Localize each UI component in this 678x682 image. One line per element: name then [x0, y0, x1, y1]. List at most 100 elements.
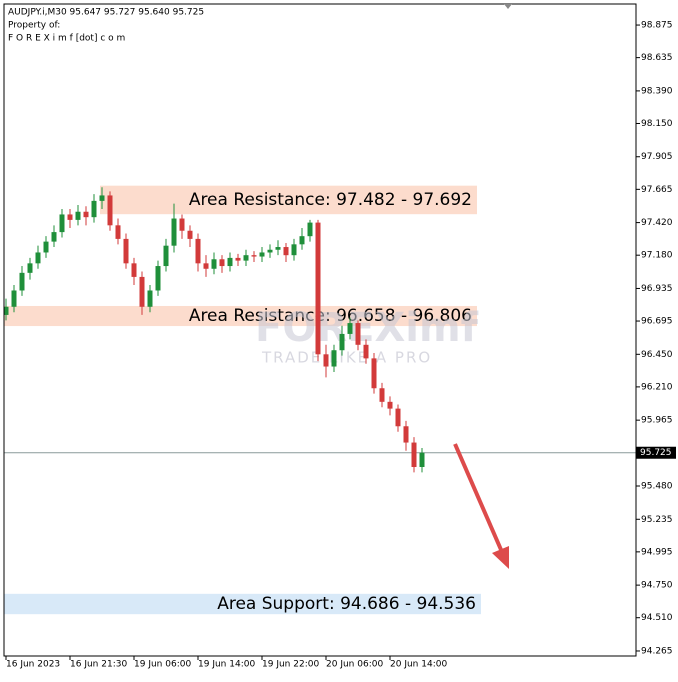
- x-tick-label: 20 Jun 06:00: [326, 660, 383, 670]
- candle-body: [67, 214, 73, 220]
- candle-body: [43, 241, 49, 253]
- candle-body: [307, 222, 313, 237]
- y-tick-label: 98.875: [641, 21, 673, 31]
- candle-body: [419, 452, 425, 467]
- candle-body: [147, 290, 153, 307]
- candle-body: [259, 252, 265, 257]
- y-tick-label: 95.480: [641, 482, 673, 492]
- candle-body: [219, 259, 225, 267]
- candle-body: [403, 426, 409, 443]
- chart-title: AUDJPY.i,M30 95.647 95.727 95.640 95.725: [8, 8, 204, 18]
- candle-body: [331, 350, 337, 367]
- candle-body: [251, 255, 257, 257]
- candle-body: [315, 222, 321, 355]
- candle-body: [291, 244, 297, 256]
- y-tick-label: 95.965: [641, 416, 673, 426]
- candle-body: [355, 323, 361, 345]
- candle-body: [323, 354, 329, 367]
- plot-frame: [3, 3, 637, 657]
- candle-body: [379, 388, 385, 402]
- x-tick-label: 19 Jun 14:00: [198, 660, 255, 670]
- y-tick-label: 98.635: [641, 53, 673, 63]
- watermark: FOREXimf: [255, 305, 479, 351]
- y-tick-label: 97.665: [641, 185, 673, 195]
- x-tick-label: 19 Jun 22:00: [262, 660, 319, 670]
- y-tick-label: 98.390: [641, 86, 673, 96]
- y-tick-label: 95.235: [641, 515, 673, 525]
- y-tick-label: 97.180: [641, 251, 673, 261]
- zone-box: [100, 185, 477, 215]
- y-tick-label: 96.695: [641, 317, 673, 327]
- candle-body: [299, 236, 305, 245]
- zone-label: Area Resistance: 97.482 - 97.692: [189, 190, 472, 210]
- zone-box: [4, 305, 477, 327]
- candle-body: [115, 225, 121, 239]
- candle-body: [267, 249, 273, 253]
- zone-label: Area Resistance: 96.658 - 96.806: [189, 306, 472, 326]
- chart-subtitle: Property of:: [8, 21, 60, 31]
- candle-body: [235, 257, 241, 261]
- y-tick-label: 96.450: [641, 350, 673, 360]
- candle-body: [155, 266, 161, 291]
- x-tick-label: 16 Jun 2023: [6, 660, 60, 670]
- candle-body: [227, 257, 233, 267]
- candle-body: [27, 263, 33, 273]
- y-tick-label: 96.935: [641, 284, 673, 294]
- candle-body: [395, 408, 401, 427]
- candle-body: [99, 195, 105, 201]
- y-tick-label: 94.265: [641, 646, 673, 656]
- x-tick-label: 20 Jun 14:00: [390, 660, 447, 670]
- x-tick-label: 16 Jun 21:30: [70, 660, 127, 670]
- candle-body: [83, 211, 89, 218]
- candle-body: [195, 238, 201, 264]
- y-tick-label: 94.750: [641, 581, 673, 591]
- candle-body: [275, 247, 281, 250]
- candle-body: [91, 200, 97, 218]
- candle-body: [371, 358, 377, 389]
- y-tick-label: 94.510: [641, 613, 673, 623]
- trend-arrow: [453, 443, 509, 569]
- chart-source: F O R E X i m f [dot] c o m: [8, 34, 125, 44]
- candle-body: [243, 255, 249, 261]
- candle-body: [3, 306, 9, 315]
- candle-body: [171, 218, 177, 246]
- zone-label: Area Support: 94.686 - 94.536: [217, 594, 476, 614]
- x-tick-label: 19 Jun 06:00: [134, 660, 191, 670]
- watermark-tagline: TRADE LIKE A PRO: [261, 349, 432, 367]
- candle-body: [363, 344, 369, 359]
- candle-body: [107, 195, 113, 226]
- candle-body: [387, 401, 393, 409]
- shift-marker: [504, 4, 512, 9]
- zones: Area Resistance: 97.482 - 97.692 Area Res…: [4, 185, 481, 615]
- plot: [3, 187, 636, 473]
- y-tick-label: 98.150: [641, 119, 673, 129]
- arrow-shaft: [453, 443, 504, 553]
- candle-body: [131, 263, 137, 277]
- candle-body: [179, 218, 185, 231]
- y-tick-label: 96.210: [641, 382, 673, 392]
- candle-body: [19, 272, 25, 291]
- candle-body: [75, 211, 81, 220]
- candle-body: [339, 333, 345, 351]
- y-tick-label: 97.420: [641, 218, 673, 228]
- y-tick-label: 97.905: [641, 152, 673, 162]
- candle-body: [123, 238, 129, 264]
- candle-body: [211, 259, 217, 269]
- y-tick-label: 94.995: [641, 547, 673, 557]
- candle-body: [163, 245, 169, 267]
- candle-body: [51, 232, 57, 242]
- current-price-box: [636, 446, 676, 459]
- candle-body: [187, 230, 193, 239]
- candle-body: [411, 442, 417, 467]
- arrow-head: [492, 546, 509, 569]
- candle-body: [35, 252, 41, 264]
- candle-body: [203, 263, 209, 269]
- candle-body: [139, 276, 145, 307]
- current-price-label: 95.725: [640, 448, 672, 458]
- candle-body: [283, 247, 289, 256]
- candle-body: [59, 214, 65, 233]
- candle-body: [347, 323, 353, 334]
- zone-box: [4, 593, 481, 615]
